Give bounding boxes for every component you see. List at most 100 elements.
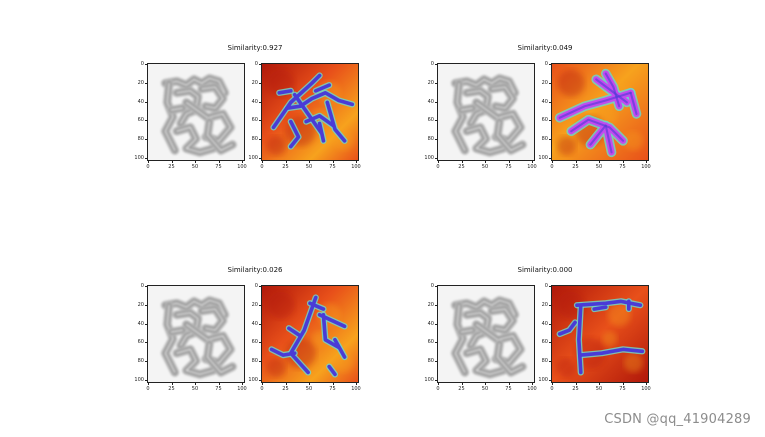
y-tick-label: 40 — [137, 320, 144, 327]
y-tick-mark — [549, 286, 551, 287]
y-tick-label: 80 — [541, 358, 548, 365]
x-tick-label: 50 — [595, 386, 603, 392]
x-tick-label: 100 — [237, 164, 247, 170]
y-tick-label: 60 — [541, 117, 548, 124]
x-tick-mark — [285, 161, 287, 163]
y-tick-mark — [435, 158, 437, 159]
y-tick-mark — [259, 101, 261, 103]
x-tick-label: 0 — [436, 386, 440, 392]
comparison-panel-3: Similarity:0.026 0 20 40 60 80 100 0 25 50 75 100 0… — [134, 266, 370, 426]
y-tick-label: 40 — [251, 98, 258, 105]
y-tick-label: 100 — [248, 155, 258, 161]
y-tick-mark — [549, 64, 551, 65]
x-tick-mark — [622, 161, 624, 163]
x-tick-label: 50 — [191, 164, 199, 170]
y-tick-mark — [145, 64, 147, 65]
x-tick-mark — [262, 383, 263, 385]
y-tick-mark — [435, 342, 437, 344]
y-tick-label: 100 — [538, 377, 548, 383]
x-tick-mark — [532, 161, 533, 163]
y-tick-mark — [549, 139, 551, 141]
x-tick-mark — [461, 161, 463, 163]
x-tick-label: 25 — [572, 164, 579, 170]
x-tick-mark — [438, 383, 439, 385]
y-tick-mark — [145, 82, 147, 84]
heatmap-image — [261, 285, 359, 383]
x-tick-mark — [599, 383, 600, 385]
y-tick-mark — [145, 361, 147, 363]
template-glyph-image — [147, 285, 245, 383]
y-tick-mark — [549, 342, 551, 344]
y-tick-mark — [259, 158, 261, 159]
y-tick-label: 0 — [254, 61, 258, 67]
x-tick-mark — [285, 383, 287, 385]
template-glyph-image — [437, 285, 535, 383]
y-tick-mark — [145, 139, 147, 141]
x-tick-mark — [242, 383, 243, 385]
x-tick-mark — [461, 383, 463, 385]
x-tick-mark — [195, 161, 196, 163]
x-tick-label: 50 — [305, 386, 313, 392]
y-tick-label: 40 — [427, 98, 434, 105]
y-tick-label: 60 — [541, 339, 548, 346]
y-tick-mark — [259, 304, 261, 306]
x-tick-label: 75 — [329, 164, 336, 170]
x-tick-label: 0 — [550, 386, 554, 392]
y-tick-label: 80 — [137, 358, 144, 365]
y-tick-label: 80 — [541, 136, 548, 143]
y-tick-mark — [435, 380, 437, 381]
y-tick-mark — [145, 120, 147, 122]
x-tick-label: 75 — [619, 164, 626, 170]
y-tick-label: 0 — [140, 283, 144, 289]
x-tick-label: 75 — [329, 386, 336, 392]
y-tick-label: 100 — [538, 155, 548, 161]
x-tick-mark — [485, 383, 486, 385]
y-tick-mark — [259, 361, 261, 363]
y-tick-label: 60 — [251, 339, 258, 346]
x-tick-mark — [622, 383, 624, 385]
x-tick-label: 0 — [146, 164, 150, 170]
template-glyph-image — [437, 63, 535, 161]
x-tick-label: 25 — [572, 386, 579, 392]
y-tick-label: 40 — [251, 320, 258, 327]
x-tick-mark — [171, 161, 173, 163]
comparison-panel-2: Similarity:0.049 0 20 40 60 80 100 0 25 50 75 100 0… — [424, 44, 660, 204]
y-tick-mark — [435, 323, 437, 325]
x-tick-mark — [438, 161, 439, 163]
x-tick-mark — [575, 161, 577, 163]
y-tick-mark — [549, 323, 551, 325]
x-tick-label: 75 — [215, 164, 222, 170]
y-tick-mark — [435, 101, 437, 103]
y-tick-label: 40 — [541, 320, 548, 327]
y-tick-mark — [435, 304, 437, 306]
x-tick-label: 75 — [505, 164, 512, 170]
panel-title: Similarity:0.000 — [517, 266, 573, 274]
x-tick-label: 100 — [527, 164, 537, 170]
y-tick-label: 0 — [254, 283, 258, 289]
comparison-panel-4: Similarity:0.000 0 20 40 60 80 100 0 25 50 75 100 0… — [424, 266, 660, 426]
x-tick-mark — [148, 383, 149, 385]
x-tick-label: 0 — [436, 164, 440, 170]
x-tick-label: 75 — [619, 386, 626, 392]
y-tick-mark — [549, 361, 551, 363]
y-tick-mark — [435, 286, 437, 287]
x-tick-label: 100 — [527, 386, 537, 392]
y-tick-mark — [259, 342, 261, 344]
y-tick-label: 20 — [541, 301, 548, 308]
x-tick-label: 100 — [237, 386, 247, 392]
comparison-panel-1: Similarity:0.927 0 20 40 60 80 100 0 25 50 75 100 0… — [134, 44, 370, 204]
x-tick-label: 0 — [550, 164, 554, 170]
x-tick-mark — [552, 161, 553, 163]
y-tick-mark — [259, 120, 261, 122]
x-tick-label: 0 — [260, 386, 264, 392]
y-tick-label: 20 — [251, 301, 258, 308]
y-tick-mark — [259, 323, 261, 325]
x-tick-mark — [575, 383, 577, 385]
x-tick-label: 0 — [146, 386, 150, 392]
y-tick-label: 80 — [427, 136, 434, 143]
y-tick-label: 40 — [137, 98, 144, 105]
y-tick-label: 20 — [427, 301, 434, 308]
x-tick-label: 75 — [215, 386, 222, 392]
x-tick-mark — [552, 383, 553, 385]
y-tick-label: 60 — [137, 339, 144, 346]
